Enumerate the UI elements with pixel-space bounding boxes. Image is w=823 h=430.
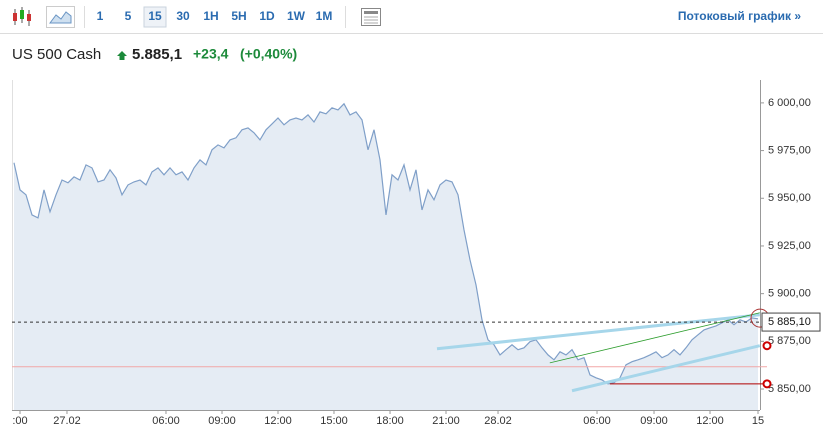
change-pct: (+0,40%) [240,46,297,62]
price-label: 5 885,10 [768,316,811,328]
x-tick-label: 18:00 [376,415,404,427]
plot: Investing.com5 850,005 875,005 900,005 9… [12,80,821,427]
x-tick-label: 12:00 [264,415,292,427]
interval-buttons: 1 5 15 30 1H 5H 1D 1W 1M [97,6,333,28]
y-tick-label: 6 000,00 [768,97,811,109]
price-label-box [761,312,821,332]
table-icon[interactable] [361,8,381,26]
y-tick-label: 5 850,00 [768,383,811,395]
stream-link[interactable]: Потоковый график » [678,9,801,23]
area-icon[interactable] [46,6,75,28]
interval-button[interactable]: 1D [259,9,275,23]
line-handle [762,379,772,389]
x-tick-label: 28.02 [484,415,512,427]
x-tick-label: 06:00 [583,415,611,427]
x-tick-label: 09:00 [640,415,668,427]
trend-line [571,344,761,393]
change: +23,4 [193,46,229,62]
area-fill [14,103,758,411]
x-tick-label: 21:00 [432,415,460,427]
y-tick-label: 5 925,00 [768,240,811,252]
interval-button[interactable]: 30 [176,9,190,23]
candle-icon[interactable] [13,7,31,26]
x-tick-label: 09:00 [208,415,236,427]
interval-button[interactable]: 1H [203,9,218,23]
y-tick-label: 5 975,00 [768,144,811,156]
interval-button[interactable]: 1 [97,9,104,23]
y-tick-label: 5 900,00 [768,288,811,300]
symbol: US 500 Cash [12,46,101,63]
y-tick-label: 5 875,00 [768,335,811,347]
guide-line [549,312,760,364]
y-tick-label: 5 950,00 [768,192,811,204]
price: 5.885,1 [132,46,182,63]
x-tick-label: 12:00 [696,415,724,427]
price-line [13,102,759,385]
x-tick-label: :00 [12,415,27,427]
x-tick-label: 15:00 [320,415,348,427]
selected-interval-bg [143,6,167,28]
interval-button[interactable]: 1M [316,9,333,23]
interval-button[interactable]: 15 [148,9,162,23]
up-arrow [117,51,127,60]
x-tick-label: 15 [752,415,764,427]
x-tick-label: 27.02 [53,415,81,427]
trend-line [436,313,760,351]
x-tick-label: 06:00 [152,415,180,427]
interval-button[interactable]: 5H [231,9,246,23]
interval-button[interactable]: 1W [287,9,306,23]
interval-button[interactable]: 5 [125,9,132,23]
line-handle [762,341,772,351]
